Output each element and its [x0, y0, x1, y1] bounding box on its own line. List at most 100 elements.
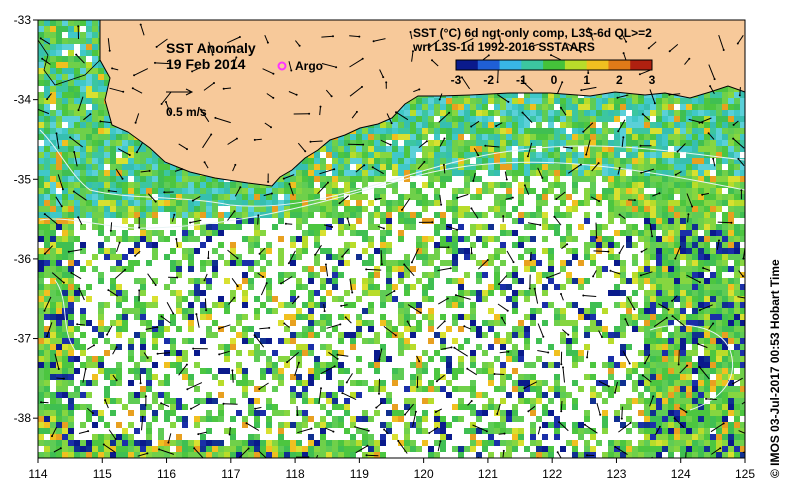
sst-pixel [212, 260, 218, 266]
sst-pixel [536, 266, 542, 272]
sst-pixel [470, 266, 476, 272]
sst-pixel [212, 176, 218, 182]
sst-pixel [632, 164, 638, 170]
sst-pixel [86, 44, 92, 50]
sst-pixel [230, 218, 236, 224]
sst-pixel [506, 200, 512, 206]
sst-pixel [506, 110, 512, 116]
sst-pixel [194, 200, 200, 206]
sst-pixel [740, 146, 745, 152]
sst-pixel [482, 176, 488, 182]
sst-pixel [716, 212, 722, 218]
sst-pixel [668, 152, 674, 158]
sst-pixel [422, 224, 428, 230]
sst-pixel [332, 218, 338, 224]
sst-pixel [686, 290, 692, 296]
sst-pixel [386, 266, 392, 272]
sst-pixel [74, 122, 80, 128]
sst-pixel [296, 230, 302, 236]
sst-pixel [338, 140, 344, 146]
sst-pixel [104, 140, 110, 146]
sst-pixel [380, 266, 386, 272]
sst-pixel [74, 134, 80, 140]
sst-pixel [464, 98, 470, 104]
sst-pixel [242, 290, 248, 296]
sst-pixel [296, 176, 302, 182]
sst-pixel [278, 194, 284, 200]
sst-pixel [710, 170, 716, 176]
sst-pixel [344, 236, 350, 242]
sst-pixel [62, 80, 68, 86]
sst-pixel [182, 260, 188, 266]
sst-pixel [140, 164, 146, 170]
sst-pixel [92, 134, 98, 140]
sst-pixel [728, 86, 734, 92]
sst-pixel [596, 236, 602, 242]
sst-pixel [596, 272, 602, 278]
sst-pixel [650, 140, 656, 146]
sst-pixel [212, 218, 218, 224]
sst-pixel [122, 218, 128, 224]
sst-pixel [218, 188, 224, 194]
sst-pixel [704, 224, 710, 230]
sst-pixel [578, 122, 584, 128]
sst-pixel [110, 182, 116, 188]
sst-pixel [140, 230, 146, 236]
sst-pixel [590, 164, 596, 170]
sst-pixel [488, 104, 494, 110]
sst-pixel [686, 98, 692, 104]
sst-pixel [200, 284, 206, 290]
sst-pixel [536, 188, 542, 194]
sst-pixel [710, 164, 716, 170]
sst-pixel [338, 146, 344, 152]
sst-pixel [68, 68, 74, 74]
sst-pixel [374, 260, 380, 266]
sst-pixel [362, 164, 368, 170]
sst-pixel [44, 62, 50, 68]
sst-pixel [650, 290, 656, 296]
sst-pixel [176, 278, 182, 284]
sst-pixel [176, 272, 182, 278]
sst-pixel [308, 284, 314, 290]
sst-pixel [410, 260, 416, 266]
sst-pixel [524, 284, 530, 290]
sst-pixel [422, 182, 428, 188]
sst-pixel [410, 284, 416, 290]
sst-pixel [464, 254, 470, 260]
sst-pixel [98, 224, 104, 230]
sst-pixel [416, 272, 422, 278]
sst-pixel [104, 158, 110, 164]
sst-pixel [626, 200, 632, 206]
sst-pixel [584, 266, 590, 272]
sst-pixel [44, 38, 50, 44]
sst-pixel [332, 284, 338, 290]
sst-pixel [320, 218, 326, 224]
sst-pixel [716, 128, 722, 134]
sst-pixel [626, 164, 632, 170]
sst-pixel [254, 212, 260, 218]
sst-pixel [566, 176, 572, 182]
sst-pixel [494, 260, 500, 266]
sst-pixel [620, 104, 626, 110]
sst-pixel [536, 122, 542, 128]
sst-pixel [548, 254, 554, 260]
sst-pixel [56, 290, 62, 296]
sst-pixel [368, 200, 374, 206]
sst-pixel [536, 140, 542, 146]
sst-pixel [206, 272, 212, 278]
sst-pixel [44, 152, 50, 158]
sst-pixel [476, 104, 482, 110]
sst-pixel [92, 116, 98, 122]
sst-pixel [560, 254, 566, 260]
sst-pixel [734, 248, 740, 254]
sst-pixel [734, 194, 740, 200]
sst-pixel [188, 206, 194, 212]
sst-pixel [326, 146, 332, 152]
sst-pixel [560, 116, 566, 122]
sst-pixel [464, 272, 470, 278]
sst-pixel [350, 176, 356, 182]
sst-pixel [236, 218, 242, 224]
sst-pixel [254, 206, 260, 212]
sst-pixel [620, 284, 626, 290]
sst-pixel [554, 188, 560, 194]
